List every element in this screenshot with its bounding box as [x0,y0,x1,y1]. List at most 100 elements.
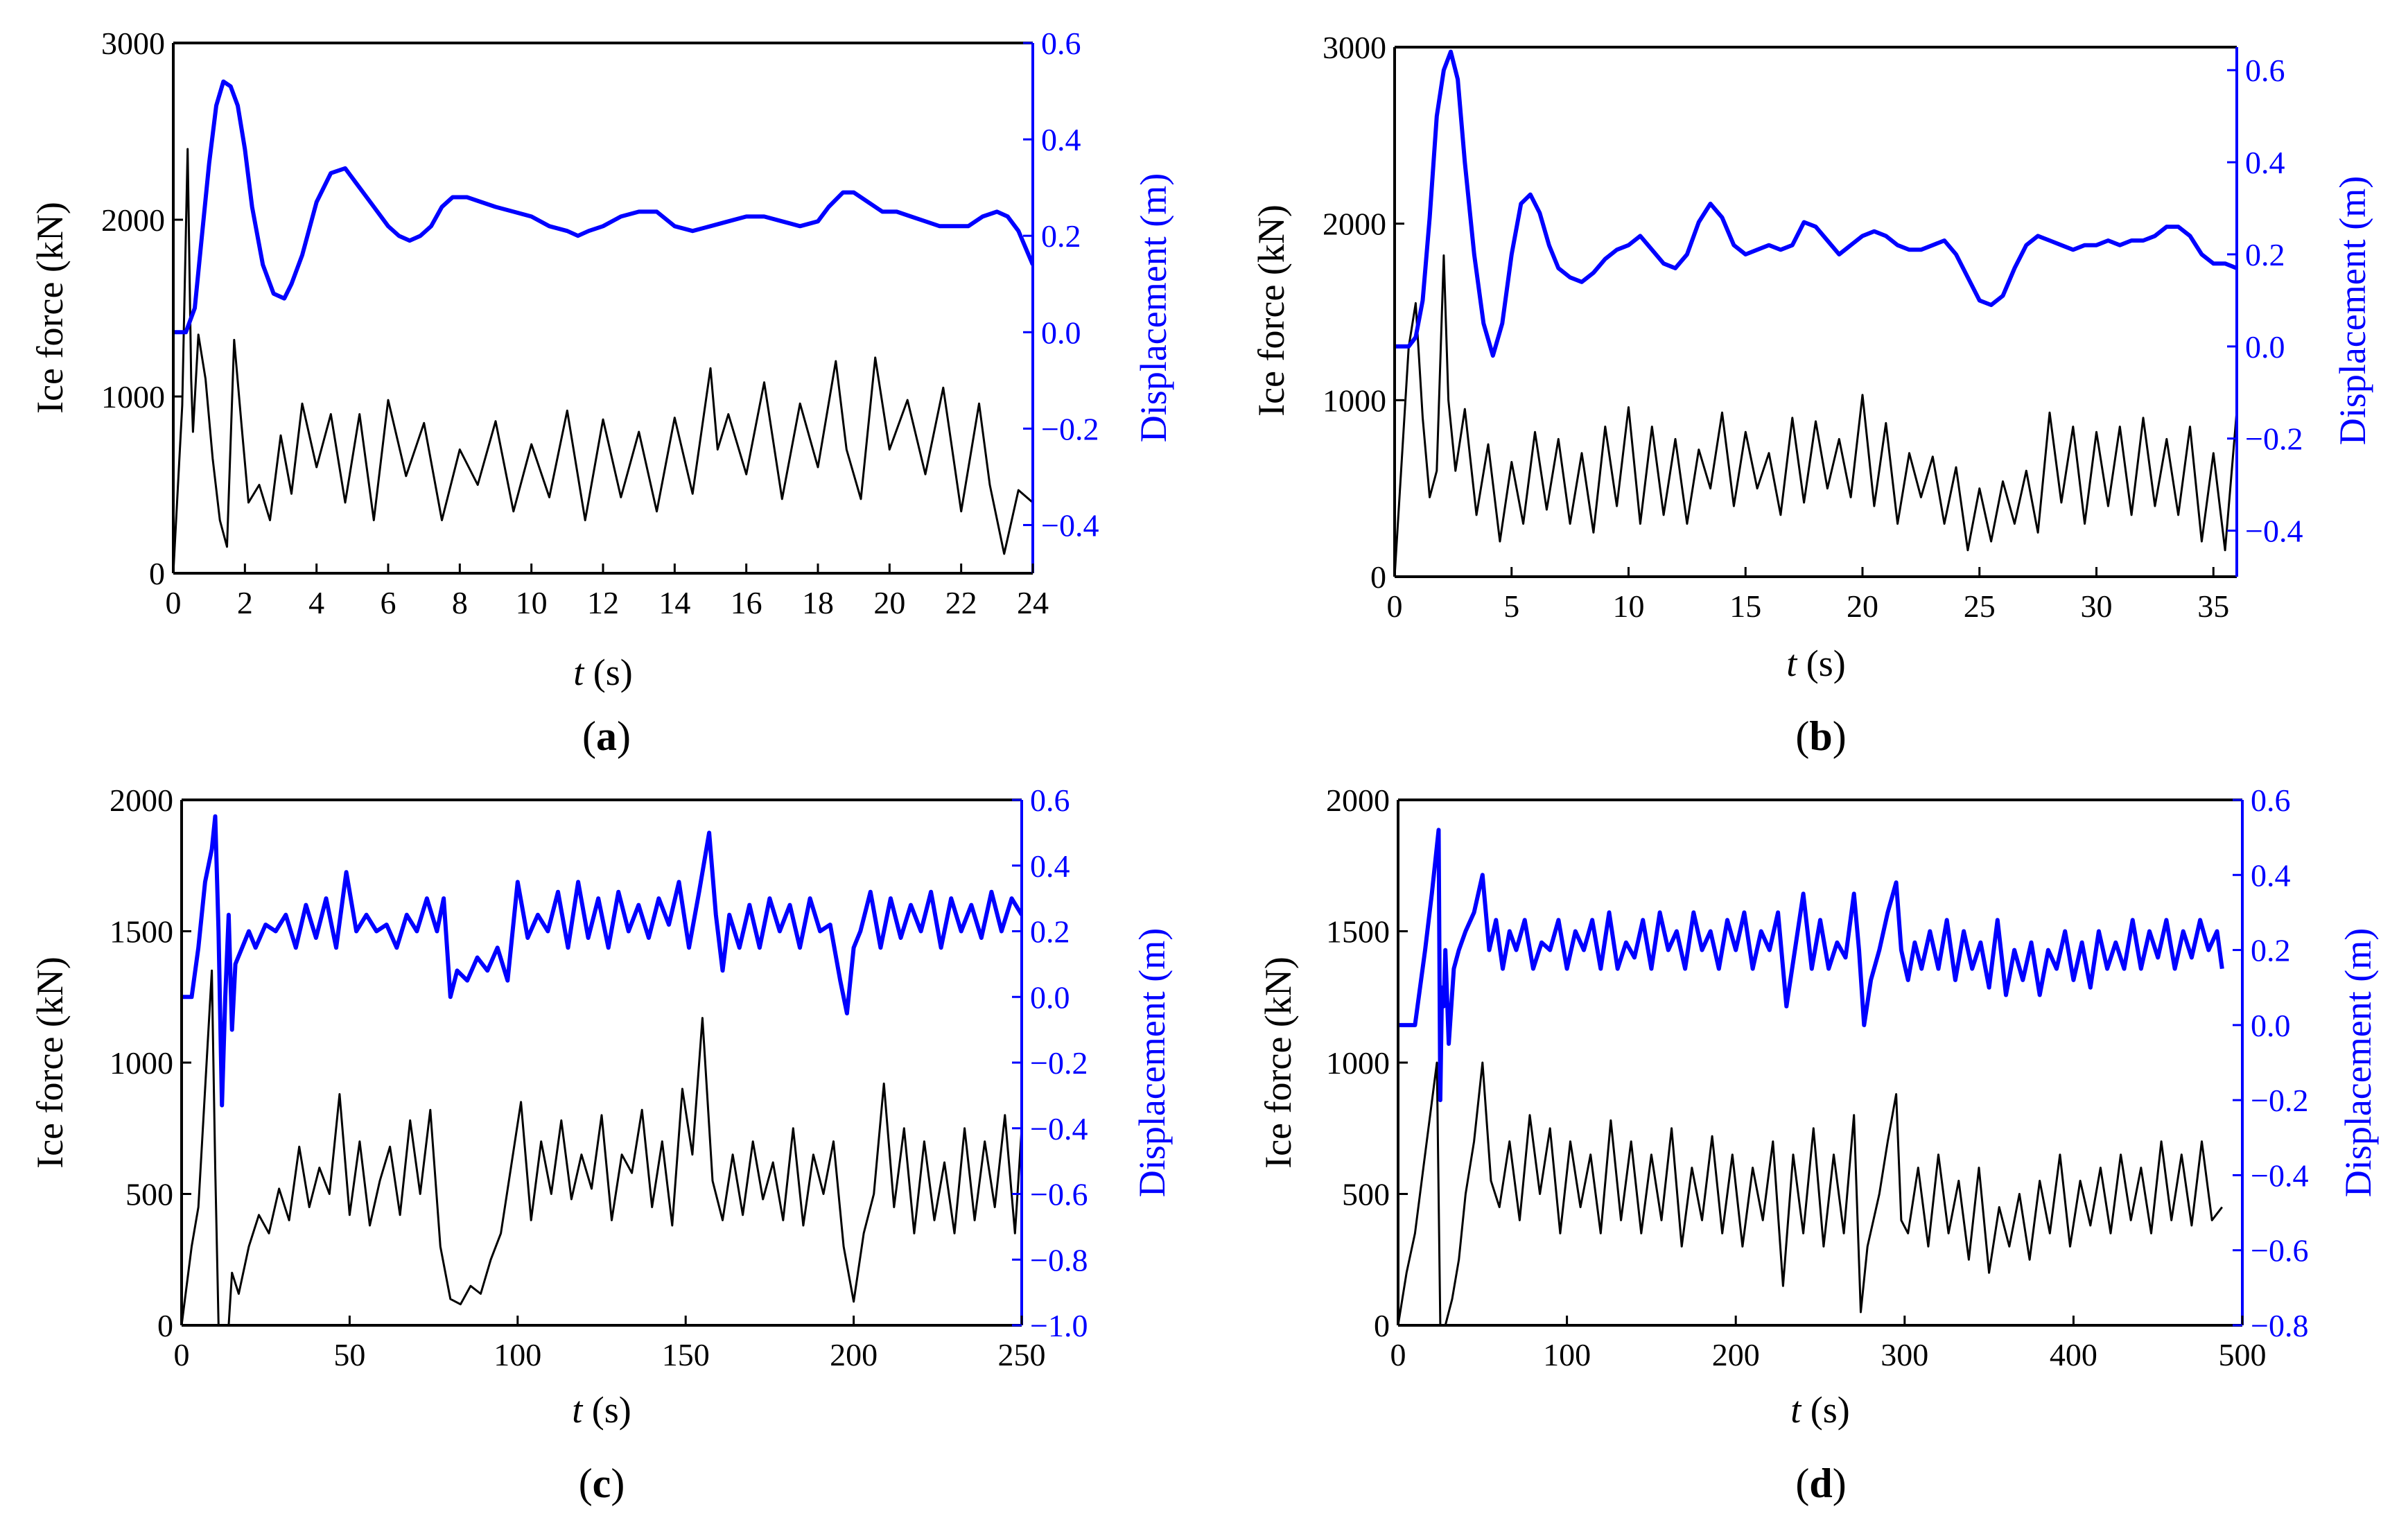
panel-c-caption: (c) [579,1460,625,1506]
panel-d-left-tick-label: 1500 [1326,914,1390,950]
panel-a-x-tick-label: 6 [381,585,396,620]
panel-a-x-tick-label: 2 [237,585,253,620]
panel-b-x-var: t [1786,643,1798,684]
panel-b-x-axis-label: t (s) [1786,643,1846,684]
panel-a-x-tick-label: 22 [945,585,977,620]
panel-a-left-axis-label: Ice force (kN) [29,202,71,414]
panel-d-x-tick-label: 300 [1881,1337,1928,1372]
panel-d-right-tick-label: −0.6 [2251,1233,2308,1268]
panel-c-caption-open: ( [579,1460,593,1506]
panel-b-x-tick-label: 35 [2197,588,2229,624]
panel-b-x-unit: (s) [1797,643,1845,684]
panel-b-left-tick-label: 0 [1370,559,1386,595]
panel-d-caption-letter: d [1809,1460,1832,1506]
panel-c-right-tick-label: 0.2 [1030,914,1070,950]
panel-a-x-tick-label: 12 [587,585,619,620]
panel-c-right-tick-label: −1.0 [1030,1308,1088,1343]
panel-d-left-tick-label: 1000 [1326,1045,1390,1081]
panel-c-right-tick-label: 0.0 [1030,979,1070,1015]
panel-a-series-displacement-line [173,79,1033,335]
panel-b-x-tick-label: 20 [1847,588,1878,624]
panel-d-right-tick-label: 0.4 [2251,857,2291,893]
panel-a-caption-close: ) [617,713,631,759]
panel-a: 0 2 4 6 8 10 12 14 16 18 20 22 240100020003000−0.4−0… [29,26,1174,759]
panel-d-right-tick-label: 0.0 [2251,1008,2291,1043]
panel-d-right-tick-label: 0.6 [2251,783,2291,818]
panel-a-left-tick-label: 1000 [101,379,165,415]
panel-c-x-tick-label: 100 [494,1337,541,1372]
panel-b-series-ice-force-line [1395,254,2237,577]
panel-a-x-tick-label: 24 [1017,585,1049,620]
panel-d-x-tick-label: 0 [1390,1337,1406,1372]
panel-c-left-tick-label: 1500 [110,914,173,950]
panel-d-ticks: 0 100 200 300 400 500 0 500 1000 1500 2000 −0.8 −0.6… [1326,783,2308,1372]
panel-a-x-var: t [573,652,585,693]
panel-d-caption: (d) [1795,1460,1846,1506]
panel-b-caption: (b) [1795,713,1846,759]
panel-b-x-tick-label: 15 [1729,588,1761,624]
panel-d-x-var: t [1790,1389,1802,1431]
panel-b-right-tick-label: 0.4 [2245,145,2285,180]
panel-d-x-tick-label: 500 [2219,1337,2267,1372]
panel-b-x-tick-label: 25 [1964,588,1996,624]
panel-b-left-axis-label: Ice force (kN) [1250,204,1292,417]
panel-a-left-tick-label: 3000 [101,26,165,61]
panel-c-x-axis-label: t (s) [572,1389,631,1431]
panel-b-right-tick-label: −0.2 [2245,421,2303,457]
panel-a-x-tick-label: 8 [452,585,468,620]
panel-c-right-axis-label: Displacement (m) [1131,928,1173,1197]
panel-b-left-tick-label: 1000 [1323,383,1386,418]
panel-d-left-axis-label: Ice force (kN) [1257,957,1299,1169]
panel-d-caption-open: ( [1795,1460,1809,1506]
panel-c-left-tick-label: 0 [157,1308,173,1343]
panel-b-x-tick-label: 0 [1387,588,1403,624]
panel-b-right-tick-label: 0.2 [2245,237,2285,272]
panel-d-left-tick-label: 500 [1342,1177,1390,1212]
panel-a-right-tick-label: 0.2 [1041,218,1081,254]
panel-c-series-ice-force-line [182,969,1022,1325]
panel-a-x-tick-label: 18 [802,585,834,620]
panel-c-x-tick-label: 250 [998,1337,1046,1372]
panel-a-caption-open: ( [582,713,596,759]
panel-c-right-tick-label: 0.4 [1030,848,1070,884]
panel-d-right-tick-label: −0.8 [2251,1308,2308,1343]
panel-c: 0 50 100 150 200 250 0 500 1000 1500 2000 −1.0 −0.8 −… [29,783,1173,1506]
panel-a-x-unit: (s) [584,652,632,693]
panel-b-left-tick-label: 3000 [1323,30,1386,65]
panel-b-right-axis-label: Displacement (m) [2332,176,2373,445]
panel-b-caption-letter: b [1809,713,1832,759]
panel-d: 0 100 200 300 400 500 0 500 1000 1500 2000 −0.8 −0.6… [1257,783,2379,1506]
panel-b-x-tick-label: 5 [1503,588,1519,624]
panel-c-x-tick-label: 200 [830,1337,878,1372]
panel-c-right-tick-label: −0.4 [1030,1111,1088,1146]
panel-d-x-axis-label: t (s) [1790,1389,1850,1431]
panel-c-series-displacement-line [182,814,1022,1108]
panel-c-left-tick-label: 500 [125,1177,173,1212]
panel-a-left-tick-label: 2000 [101,202,165,238]
panel-b-right-tick-label: 0.0 [2245,329,2285,365]
panel-d-series-ice-force-line [1398,1061,2223,1325]
panel-d-right-tick-label: 0.2 [2251,933,2291,968]
panel-b: 0 5 10 15 20 25 30 35 0 1000 2000 3000 −0.4 −0.2 0.0 0.… [1250,30,2373,759]
panel-a-right-tick-label: −0.2 [1041,411,1099,446]
panel-a-right-axis-label: Displacement (m) [1133,173,1174,442]
panel-d-plot [1398,828,2224,1325]
panel-d-series-displacement-line [1398,828,2224,1103]
panel-d-x-tick-label: 200 [1712,1337,1760,1372]
panel-c-caption-letter: c [593,1460,611,1506]
panel-a-ticks: 0 2 4 6 8 10 12 14 16 18 20 22 240100020003000−0.4−0… [101,26,1099,620]
panel-c-ticks: 0 50 100 150 200 250 0 500 1000 1500 2000 −1.0 −0.8 −… [110,783,1088,1372]
panel-d-caption-close: ) [1833,1460,1847,1506]
panel-c-left-axis-label: Ice force (kN) [29,957,71,1169]
panel-b-plot [1395,49,2237,577]
panel-b-x-tick-label: 30 [2081,588,2113,624]
panel-c-x-tick-label: 50 [333,1337,365,1372]
panel-b-x-tick-label: 10 [1613,588,1645,624]
panel-b-caption-open: ( [1795,713,1809,759]
panel-a-x-tick-label: 10 [516,585,548,620]
panel-d-left-tick-label: 0 [1374,1308,1390,1343]
panel-a-x-axis-label: t (s) [573,652,633,693]
panel-a-x-tick-label: 16 [731,585,762,620]
